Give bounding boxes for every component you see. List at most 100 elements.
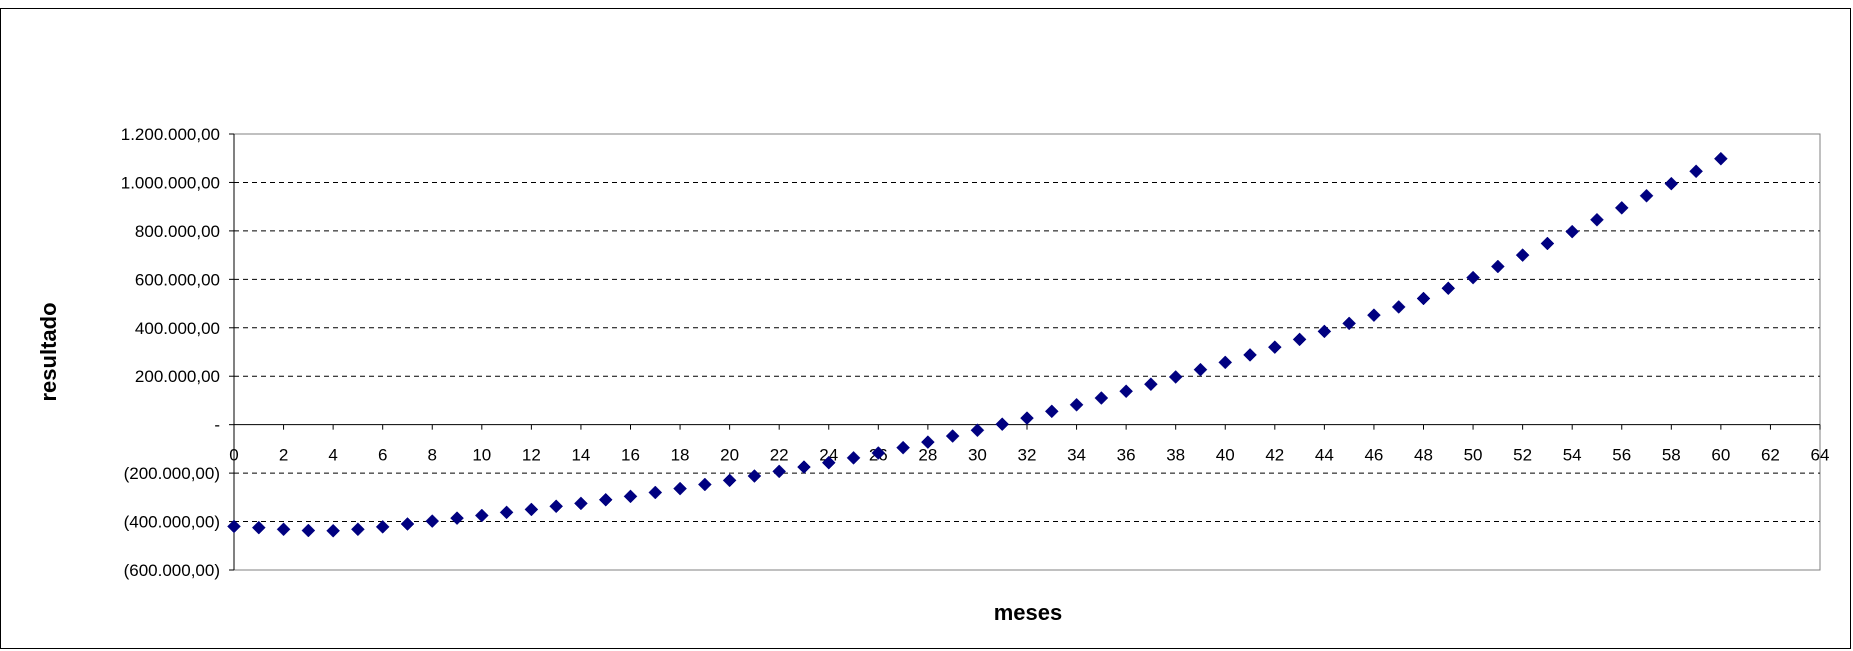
x-tick-label: 14 (571, 446, 590, 465)
data-point (1069, 397, 1084, 412)
x-tick-label: 54 (1563, 446, 1582, 465)
data-point (772, 464, 787, 479)
x-tick-label: 38 (1166, 446, 1185, 465)
x-tick-label: 30 (968, 446, 987, 465)
data-point (251, 520, 266, 535)
x-tick-label: 48 (1414, 446, 1433, 465)
data-point (474, 508, 489, 523)
x-tick-label: 2 (279, 446, 288, 465)
data-point (276, 522, 291, 537)
x-tick-label: 4 (328, 446, 337, 465)
data-point (549, 499, 564, 514)
data-point (1466, 270, 1480, 285)
x-tick-label: 10 (472, 446, 491, 465)
data-point (945, 429, 960, 443)
data-point (1714, 151, 1728, 166)
data-points (227, 151, 1728, 538)
data-point (1342, 316, 1357, 331)
data-point (1168, 370, 1183, 384)
y-tick-label: 800.000,00 (135, 222, 220, 241)
data-point (1540, 236, 1555, 251)
data-point (1367, 308, 1381, 323)
data-point (227, 519, 241, 534)
x-tick-label: 44 (1315, 446, 1334, 465)
data-point (1490, 259, 1505, 274)
data-point (648, 485, 663, 500)
data-point (1267, 340, 1282, 355)
x-tick-label: 52 (1513, 446, 1532, 465)
x-tick-label: 22 (770, 446, 789, 465)
x-tick-label: 60 (1711, 446, 1730, 465)
data-point (1639, 188, 1654, 203)
y-tick-label: 200.000,00 (135, 367, 220, 386)
data-point (301, 523, 316, 538)
x-tick-label: 42 (1265, 446, 1284, 465)
data-point (499, 505, 514, 520)
data-point (871, 446, 886, 460)
x-tick-label: 8 (428, 446, 437, 465)
data-point (821, 455, 836, 470)
data-point (1317, 324, 1332, 339)
data-point (921, 435, 935, 449)
x-tick-label: 50 (1464, 446, 1483, 465)
data-point (1292, 332, 1307, 347)
x-tick-label: 34 (1067, 446, 1086, 465)
y-tick-labels: 1.200.000,00 1.000.000,00 800.000,00 600.00… (121, 125, 220, 580)
data-point (1565, 224, 1580, 239)
data-point (1614, 201, 1629, 215)
x-tick-label: 12 (522, 446, 541, 465)
data-point (896, 440, 910, 455)
x-tick-label: 16 (621, 446, 640, 465)
data-point (747, 469, 762, 483)
x-tick-label: 6 (378, 446, 387, 465)
x-tick-label: 36 (1117, 446, 1136, 465)
x-tick-label: 64 (1811, 446, 1830, 465)
data-point (1193, 362, 1208, 377)
y-axis-title: resultado (36, 302, 61, 401)
data-point (673, 481, 687, 496)
data-point (1664, 176, 1679, 191)
x-tick-label: 58 (1662, 446, 1681, 465)
data-point (351, 522, 365, 537)
data-point (1243, 348, 1257, 362)
x-tick-label: 20 (720, 446, 739, 465)
data-point (623, 489, 638, 504)
y-tick-label: (400.000,00) (124, 513, 220, 532)
x-tick-label: 18 (671, 446, 690, 465)
x-tick-label: 0 (229, 446, 238, 465)
data-point (326, 523, 340, 538)
data-point (1218, 355, 1233, 370)
x-axis-title: meses (994, 600, 1063, 625)
data-point (400, 517, 415, 531)
plot-area (233, 133, 1821, 571)
data-point (1689, 164, 1703, 179)
x-tick-label: 46 (1364, 446, 1383, 465)
data-point (524, 502, 539, 517)
data-point (1515, 248, 1530, 262)
x-tick-label: 40 (1216, 446, 1235, 465)
data-point (970, 423, 985, 438)
gridlines (234, 181, 1820, 523)
data-point (1441, 281, 1456, 296)
data-point (450, 511, 464, 526)
data-point (722, 473, 737, 488)
data-point (1144, 377, 1158, 392)
y-tick-label: (600.000,00) (124, 561, 220, 580)
x-tick-label: 32 (1018, 446, 1037, 465)
y-tick-label: 600.000,00 (135, 270, 220, 289)
data-point (995, 417, 1010, 432)
data-point (425, 514, 440, 528)
y-tick-label: (200.000,00) (124, 464, 220, 483)
x-tick-label: 24 (819, 446, 838, 465)
y-tick-label: - (214, 416, 220, 435)
data-point (1391, 300, 1406, 314)
x-tick-labels: 0246810121416182022242628303234363840424… (229, 446, 1829, 465)
data-point (1020, 411, 1034, 425)
x-tick-label: 62 (1761, 446, 1780, 465)
y-tick-label: 1.200.000,00 (121, 125, 220, 144)
data-point (1590, 212, 1604, 227)
x-tick-label: 56 (1612, 446, 1631, 465)
data-point (697, 477, 712, 492)
data-point (574, 496, 588, 511)
data-point (797, 460, 811, 474)
